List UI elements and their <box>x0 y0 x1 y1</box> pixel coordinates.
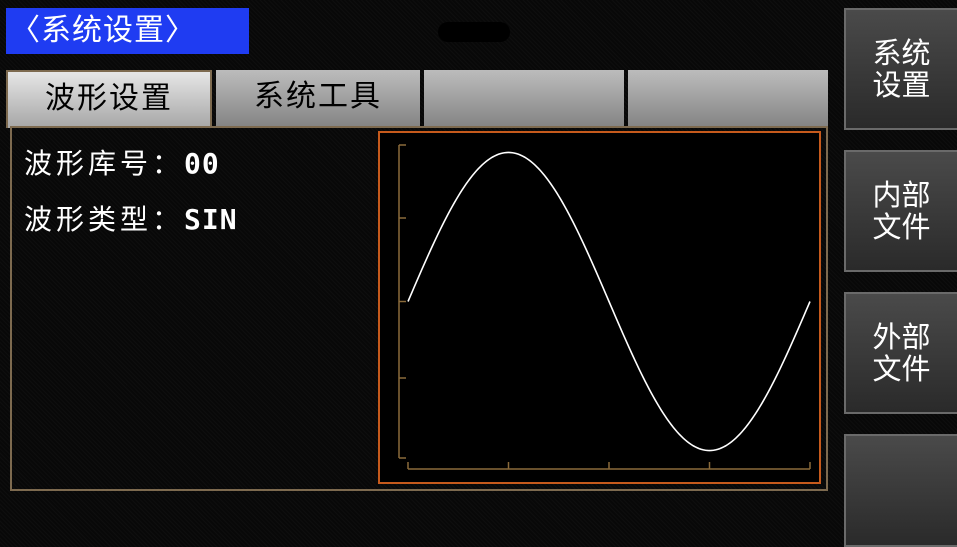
waveform-type-label: 波形类型 <box>24 203 153 236</box>
separator: ： <box>152 147 185 180</box>
tab-system-tools[interactable]: 系统工具 <box>216 70 420 126</box>
softkey-label: 系统 <box>872 36 931 70</box>
status-indicator <box>438 22 510 42</box>
softkey-system-settings[interactable]: 系统 设置 <box>844 8 957 130</box>
waveform-settings-panel <box>10 126 828 491</box>
tab-waveform-settings[interactable]: 波形设置 <box>6 70 212 128</box>
softkey-empty[interactable] <box>844 434 957 547</box>
softkey-label: 内部 <box>872 178 931 212</box>
softkey-label: 文件 <box>872 352 931 386</box>
softkey-label: 文件 <box>872 210 931 244</box>
waveform-library-label: 波形库号 <box>24 147 153 180</box>
softkey-label: 外部 <box>872 320 931 354</box>
softkey-internal-file[interactable]: 内部 文件 <box>844 150 957 272</box>
softkey-label: 设置 <box>872 68 931 102</box>
waveform-preview <box>378 131 821 484</box>
tab-empty-4[interactable] <box>628 70 828 126</box>
waveform-plot <box>398 144 811 470</box>
waveform-library-value[interactable]: 00 <box>184 147 220 180</box>
screen-title: 〈系统设置〉 <box>6 8 249 54</box>
waveform-library-row[interactable]: 波形库号：00 <box>24 142 220 182</box>
softkey-external-file[interactable]: 外部 文件 <box>844 292 957 414</box>
tab-empty-3[interactable] <box>424 70 624 126</box>
waveform-type-value[interactable]: SIN <box>184 203 238 236</box>
sine-waveform-line <box>407 151 811 452</box>
waveform-type-row[interactable]: 波形类型：SIN <box>24 198 238 238</box>
separator: ： <box>152 203 185 236</box>
